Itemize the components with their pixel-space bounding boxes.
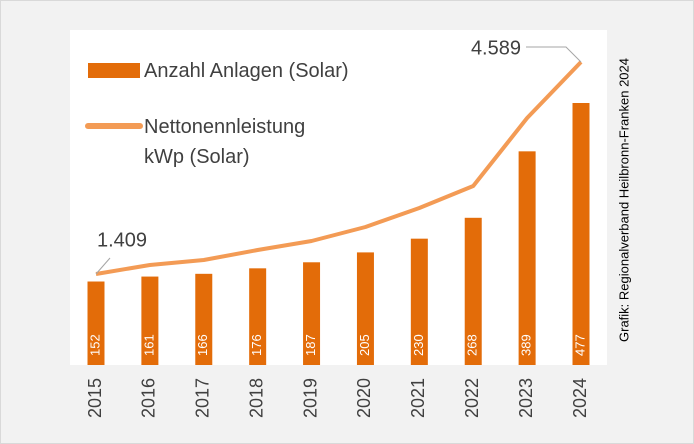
bar bbox=[572, 103, 590, 365]
x-tick-label: 2018 bbox=[246, 378, 266, 418]
line-value-label: 1.409 bbox=[97, 229, 147, 251]
bar-value-label: 166 bbox=[195, 334, 210, 356]
source-note: Grafik: Regionalverband Heilbronn-Franke… bbox=[616, 58, 631, 342]
plot-area bbox=[70, 30, 607, 365]
x-tick-label: 2020 bbox=[354, 378, 374, 418]
bar bbox=[464, 217, 482, 365]
x-tick-label: 2023 bbox=[516, 378, 536, 418]
line-value-label: 4.589 bbox=[471, 37, 521, 59]
bar bbox=[249, 268, 267, 365]
bar-value-label: 477 bbox=[572, 334, 587, 356]
x-tick-label: 2017 bbox=[193, 378, 213, 418]
bar bbox=[356, 252, 374, 365]
x-tick-label: 2015 bbox=[85, 378, 105, 418]
legend-swatch-bar bbox=[88, 63, 140, 78]
bar bbox=[410, 238, 428, 365]
leader-line bbox=[526, 46, 582, 63]
x-tick-label: 2019 bbox=[300, 378, 320, 418]
legend-label: Anzahl Anlagen (Solar) bbox=[144, 60, 349, 82]
bar bbox=[195, 273, 213, 365]
bar bbox=[141, 276, 159, 365]
leader-line bbox=[95, 257, 111, 275]
x-tick-label: 2021 bbox=[408, 378, 428, 418]
bar-value-label: 161 bbox=[141, 334, 156, 356]
bar bbox=[87, 281, 105, 365]
x-tick-label: 2022 bbox=[462, 378, 482, 418]
bar-value-label: 389 bbox=[519, 334, 534, 356]
bar bbox=[303, 262, 321, 365]
bar-value-label: 268 bbox=[465, 334, 480, 356]
bar-value-label: 205 bbox=[357, 334, 372, 356]
x-tick-label: 2024 bbox=[570, 378, 590, 418]
legend-label: Nettonennleistung kWp (Solar) bbox=[144, 116, 306, 168]
bar bbox=[518, 151, 536, 365]
bar-value-label: 187 bbox=[303, 334, 318, 356]
line bbox=[95, 60, 583, 276]
bar-value-label: 152 bbox=[87, 334, 102, 356]
bar-value-label: 230 bbox=[411, 334, 426, 356]
bar-value-label: 176 bbox=[249, 334, 264, 356]
x-tick-label: 2016 bbox=[139, 378, 159, 418]
